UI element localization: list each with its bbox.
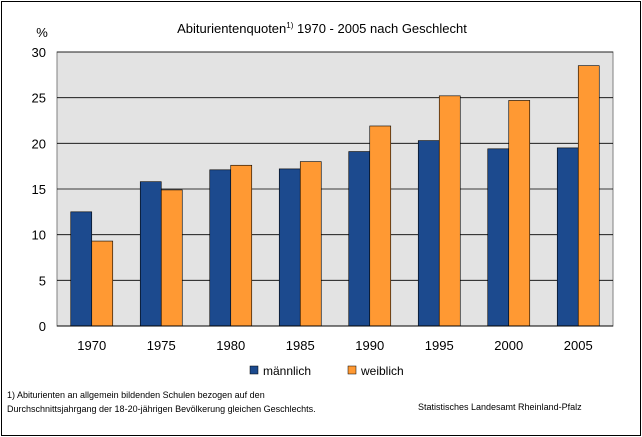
bar-weiblich-1990: [369, 125, 392, 327]
legend: männlich weiblich: [249, 364, 404, 378]
chart-title-footnote-marker: 1): [286, 21, 293, 30]
bar-weiblich-2000: [508, 100, 531, 327]
x-tick-label-1970: 1970: [77, 338, 106, 353]
y-tick-label-5: 5: [39, 273, 46, 288]
bar-männlich-1970: [70, 211, 93, 327]
x-tick-label-2005: 2005: [564, 338, 593, 353]
legend-label-maennlich: männlich: [263, 364, 311, 378]
bar-männlich-1990: [348, 151, 371, 327]
bar-weiblich-1970: [91, 240, 114, 327]
bar-weiblich-1975: [160, 189, 183, 327]
y-tick-label-20: 20: [32, 136, 46, 151]
y-tick-label-25: 25: [32, 91, 46, 106]
bar-männlich-1995: [417, 140, 440, 327]
chart-title: Abiturientenquoten1) 1970 - 2005 nach Ge…: [177, 21, 467, 36]
chart-title-main: Abiturientenquoten: [177, 21, 286, 36]
legend-swatch-maennlich: [249, 365, 259, 375]
y-tick-label-30: 30: [32, 45, 46, 60]
x-tick-label-1995: 1995: [425, 338, 454, 353]
y-axis-label: %: [36, 25, 48, 40]
bar-weiblich-1980: [230, 164, 253, 327]
bar-männlich-1980: [209, 169, 232, 327]
bar-männlich-1975: [139, 181, 162, 327]
y-tick-label-15: 15: [32, 182, 46, 197]
y-tick-label-10: 10: [32, 228, 46, 243]
bars: [70, 65, 600, 327]
y-tick-label-0: 0: [39, 319, 46, 334]
y-tick-labels: 0 5 10 15 20 25 30: [32, 45, 46, 334]
source-note: Statistisches Landesamt Rheinland-Pfalz: [418, 402, 582, 412]
chart-title-rest: 1970 - 2005 nach Geschlecht: [293, 21, 467, 36]
bar-weiblich-2005: [577, 65, 600, 327]
x-tick-label-1985: 1985: [286, 338, 315, 353]
bar-weiblich-1995: [438, 95, 461, 327]
x-tick-label-1980: 1980: [216, 338, 245, 353]
legend-label-weiblich: weiblich: [360, 364, 404, 378]
x-tick-label-2000: 2000: [494, 338, 523, 353]
x-tick-label-1990: 1990: [355, 338, 384, 353]
legend-swatch-weiblich: [347, 365, 357, 375]
bar-weiblich-1985: [299, 161, 322, 327]
footnote-line-2: Durchschnittsjahrgang der 18-20-jährigen…: [7, 404, 316, 414]
x-tick-label-1975: 1975: [147, 338, 176, 353]
bar-männlich-2005: [556, 147, 579, 327]
footnote-line-1: 1) Abiturienten an allgemein bildenden S…: [7, 390, 265, 400]
x-tick-labels: 1970 1975 1980 1985 1990 1995 2000 2005: [77, 338, 592, 353]
bar-männlich-1985: [278, 168, 301, 327]
bar-männlich-2000: [487, 148, 510, 327]
